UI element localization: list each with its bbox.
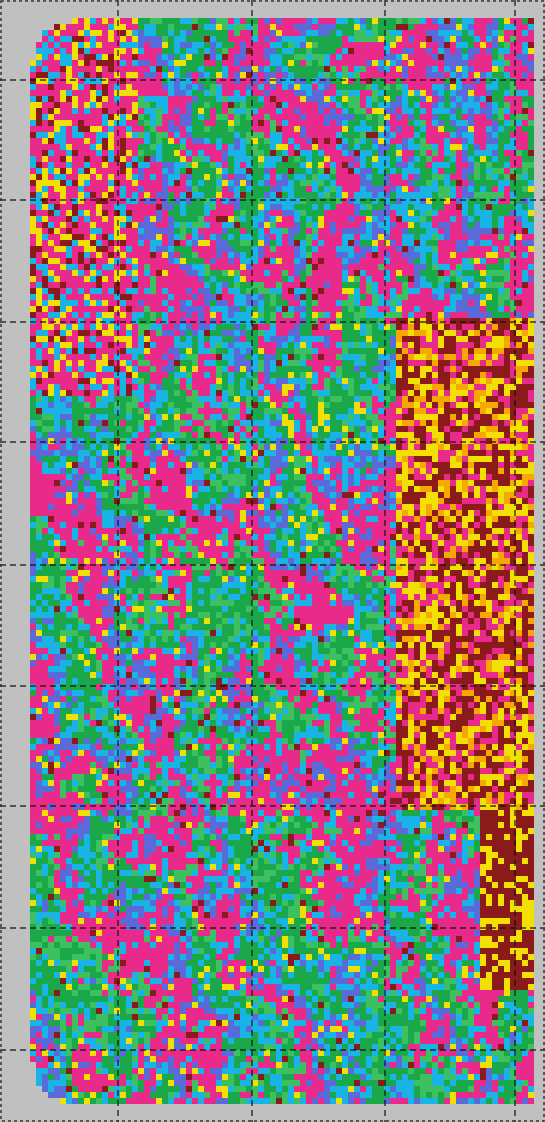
raster-layer xyxy=(30,18,534,1104)
